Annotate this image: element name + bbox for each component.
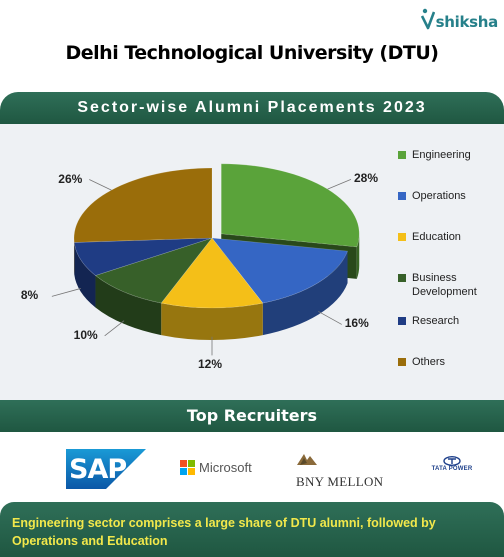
legend-label: Operations <box>412 190 466 202</box>
legend-swatch <box>398 192 406 200</box>
legend-item-research: Research <box>398 314 459 328</box>
legend-swatch <box>398 274 406 282</box>
pie-slice-side-operations <box>262 251 348 336</box>
legend-swatch <box>398 358 406 366</box>
legend-swatch <box>398 233 406 241</box>
pie-leader-line <box>318 311 342 325</box>
legend-label: Education <box>412 231 461 243</box>
pie-slice-others <box>73 167 213 243</box>
pie-slice-side-engineering <box>356 233 360 279</box>
tata-power-logo: TATA POWER <box>430 456 474 472</box>
pie-chart <box>51 163 360 356</box>
legend-label: Research <box>412 315 460 327</box>
pie-label-engineering: 28% <box>353 171 378 186</box>
legend-swatch <box>398 151 406 159</box>
tata-power-logo-text: TATA POWER <box>431 466 473 472</box>
pie-leader-line <box>51 288 81 297</box>
legend-swatch <box>398 317 406 325</box>
sap-logo-text: SAP <box>69 454 127 485</box>
recruiters-heading: Top Recruiters <box>0 400 504 432</box>
shiksha-logo-text: shiksha <box>435 13 499 31</box>
sap-logo: SAP <box>66 449 146 489</box>
legend-item-business-development: Business Development <box>398 271 502 299</box>
shiksha-logo: shiksha <box>420 8 499 31</box>
bny-mellon-logo: BNY MELLON <box>296 452 383 490</box>
legend-label: Business Development <box>412 272 477 298</box>
microsoft-grid-icon <box>180 460 195 475</box>
legend-item-operations: Operations <box>398 189 466 203</box>
pie-slice-side-business-development <box>95 275 162 336</box>
pie-label-operations: 16% <box>344 316 369 331</box>
pie-slice-engineering <box>220 163 360 248</box>
pie-label-research: 8% <box>20 288 39 303</box>
chart-title: Sector-wise Alumni Placements 2023 <box>0 92 504 124</box>
microsoft-logo: Microsoft <box>180 460 252 475</box>
pie-leader-line <box>89 179 112 191</box>
pie-slice-business-development <box>94 237 213 304</box>
pie-slice-research <box>73 237 213 276</box>
pie-leader-line <box>327 178 352 190</box>
bny-mellon-icon <box>297 454 317 465</box>
legend-item-others: Others <box>398 355 445 369</box>
legend-label: Others <box>412 356 446 368</box>
pie-label-business-development: 10% <box>73 327 98 342</box>
page-title: Delhi Technological University (DTU) <box>65 42 439 64</box>
pie-slice-operations <box>211 237 348 304</box>
bny-mellon-logo-text: BNY MELLON <box>296 474 384 489</box>
pie-slice-side-education <box>161 303 263 340</box>
pie-slice-education <box>160 237 264 309</box>
pie-label-education: 12% <box>198 357 223 372</box>
pie-slice-side-research <box>74 242 96 308</box>
footer-banner: Engineering sector comprises a large sha… <box>0 502 504 557</box>
microsoft-logo-text: Microsoft <box>199 460 252 475</box>
tata-power-icon <box>443 456 461 466</box>
legend-item-education: Education <box>398 230 461 244</box>
footer-note: Engineering sector comprises a large sha… <box>12 516 436 548</box>
pie-leader-line <box>104 320 125 337</box>
legend-label: Engineering <box>412 149 471 161</box>
chart-area: Engineering Operations Education Business D… <box>0 124 504 400</box>
shiksha-logo-icon <box>420 8 435 30</box>
legend-item-engineering: Engineering <box>398 148 471 162</box>
pie-label-others: 26% <box>58 171 83 186</box>
recruiters-logos: SAP Microsoft BNY MELLON TATA POWER <box>0 432 504 502</box>
